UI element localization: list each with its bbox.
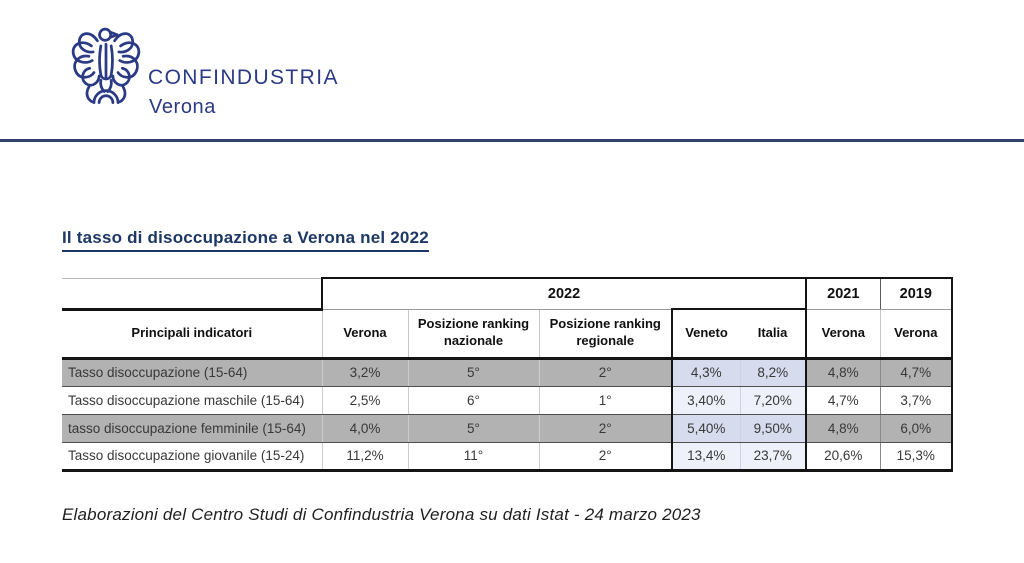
year-header-row: 2022 2021 2019: [62, 277, 954, 311]
cell-rank-regionale: 2°: [539, 442, 673, 472]
cell-verona-2022: 11,2%: [321, 442, 409, 472]
brand-name: CONFINDUSTRIA: [148, 66, 339, 89]
col-header-italia: Italia: [740, 308, 808, 360]
cell-verona-2019: 6,0%: [880, 414, 954, 443]
cell-rank-regionale: 1°: [539, 386, 673, 415]
cell-italia: 7,20%: [740, 386, 808, 415]
col-header-posizione-regionale: Posizione ranking regionale: [539, 309, 673, 360]
brand-location: Verona: [149, 96, 216, 118]
cell-rank-regionale: 2°: [539, 414, 673, 443]
cell-verona-2022: 4,0%: [321, 414, 409, 443]
table-row: Tasso disoccupazione giovanile (15-24) 1…: [62, 442, 954, 472]
cell-verona-2022: 3,2%: [321, 358, 409, 387]
col-header-verona-2021: Verona: [806, 309, 881, 360]
col-header-principali-indicatori: Principali indicatori: [62, 309, 322, 360]
cell-italia: 9,50%: [740, 414, 808, 443]
row-label: Tasso disoccupazione (15-64): [62, 358, 322, 387]
page-title: Il tasso di disoccupazione a Verona nel …: [62, 228, 429, 252]
cell-verona-2021: 4,8%: [806, 414, 881, 443]
cell-verona-2021: 4,8%: [806, 358, 881, 387]
cell-verona-2021: 20,6%: [806, 442, 881, 472]
cell-verona-2019: 4,7%: [880, 358, 954, 387]
cell-rank-nazionale: 6°: [408, 386, 540, 415]
cell-verona-2019: 3,7%: [880, 386, 954, 415]
col-header-verona-2019: Verona: [880, 309, 954, 360]
year-header-2021: 2021: [805, 277, 881, 310]
cell-veneto: 3,40%: [672, 386, 741, 415]
row-label: Tasso disoccupazione giovanile (15-24): [62, 442, 322, 472]
confindustria-eagle-logo-icon: [71, 27, 141, 105]
unemployment-table: 2022 2021 2019 Principali indicatori Ver…: [62, 277, 954, 472]
row-label: tasso disoccupazione femminile (15-64): [62, 414, 322, 443]
year-header-2022: 2022: [320, 277, 808, 310]
cell-verona-2022: 2,5%: [321, 386, 409, 415]
col-header-verona-2022: Verona: [321, 309, 409, 360]
cell-rank-regionale: 2°: [539, 358, 673, 387]
cell-veneto: 13,4%: [672, 442, 741, 472]
header-divider-rule: [0, 139, 1024, 142]
source-footnote: Elaborazioni del Centro Studi di Confind…: [62, 505, 701, 524]
cell-rank-nazionale: 5°: [408, 358, 540, 387]
row-label: Tasso disoccupazione maschile (15-64): [62, 386, 322, 415]
column-header-row: Principali indicatori Verona Posizione r…: [62, 308, 954, 360]
cell-italia: 23,7%: [740, 442, 808, 472]
year-row-spacer: [62, 277, 322, 311]
table-row: Tasso disoccupazione maschile (15-64) 2,…: [62, 386, 954, 415]
year-header-2019: 2019: [880, 277, 954, 310]
col-header-veneto: Veneto: [672, 308, 740, 360]
cell-verona-2021: 4,7%: [806, 386, 881, 415]
table-row: Tasso disoccupazione (15-64) 3,2% 5° 2° …: [62, 358, 954, 387]
col-header-posizione-nazionale: Posizione ranking nazionale: [408, 309, 540, 360]
cell-rank-nazionale: 11°: [408, 442, 540, 472]
cell-veneto: 5,40%: [672, 414, 741, 443]
cell-verona-2019: 15,3%: [880, 442, 954, 472]
cell-italia: 8,2%: [740, 358, 808, 387]
table-row: tasso disoccupazione femminile (15-64) 4…: [62, 414, 954, 443]
cell-veneto: 4,3%: [672, 358, 741, 387]
cell-rank-nazionale: 5°: [408, 414, 540, 443]
